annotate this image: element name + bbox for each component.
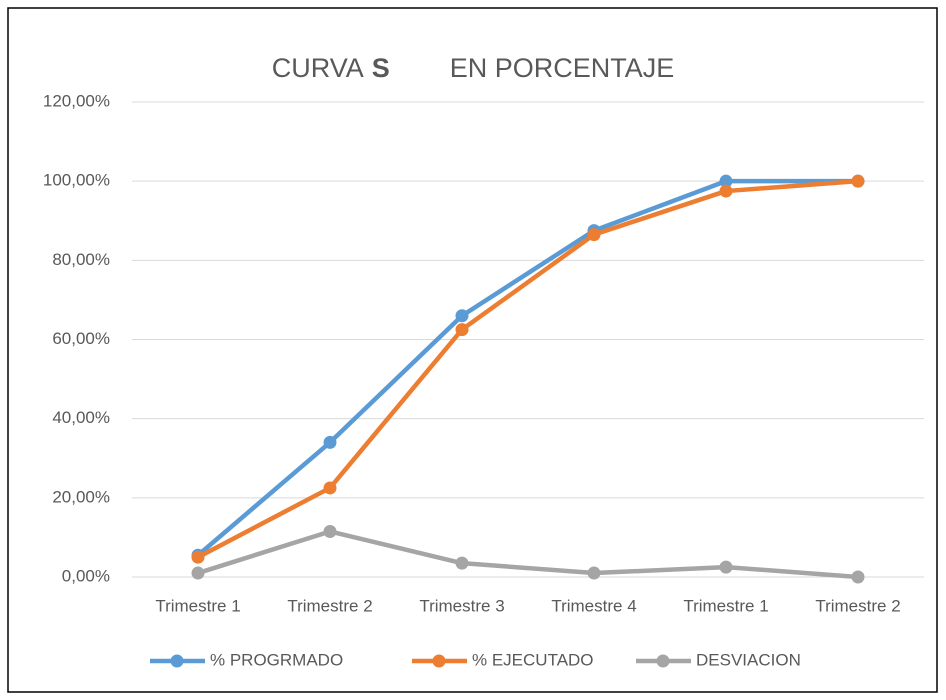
- y-tick-label: 80,00%: [52, 250, 110, 269]
- data-point: [587, 566, 601, 580]
- series-line: [196, 178, 859, 560]
- data-point: [851, 174, 865, 188]
- x-tick-label: Trimestre 1: [155, 596, 240, 615]
- x-tick-label: Trimestre 2: [287, 596, 372, 615]
- legend-label: % PROGRMADO: [210, 650, 343, 669]
- series-line: [196, 178, 858, 557]
- data-point: [851, 570, 865, 584]
- data-point: [455, 323, 469, 337]
- title-part: EN PORCENTAJE: [450, 53, 675, 83]
- legend-label: DESVIACION: [696, 650, 801, 669]
- x-tick-label: Trimestre 4: [551, 596, 636, 615]
- title-part: CURVA: [272, 53, 364, 83]
- data-point: [587, 228, 601, 242]
- y-tick-label: 0,00%: [62, 566, 110, 585]
- title-part: S: [372, 53, 390, 83]
- data-point: [191, 550, 205, 564]
- chart-title: CURVA S EN PORCENTAJE: [272, 53, 675, 83]
- data-point: [191, 566, 205, 580]
- y-tick-label: 20,00%: [52, 487, 110, 506]
- y-tick-label: 40,00%: [52, 408, 110, 427]
- x-tick-label: Trimestre 1: [683, 596, 768, 615]
- y-tick-label: 120,00%: [43, 91, 110, 110]
- data-point: [719, 184, 733, 198]
- data-point: [719, 174, 733, 188]
- series-line: [197, 529, 859, 580]
- data-point: [323, 481, 337, 495]
- data-point: [719, 560, 733, 574]
- data-point: [455, 309, 469, 323]
- legend-label: % EJECUTADO: [472, 650, 594, 669]
- data-point: [323, 435, 337, 449]
- legend-marker: [432, 654, 446, 668]
- y-tick-label: 60,00%: [52, 329, 110, 348]
- chart-border: [7, 7, 938, 693]
- x-tick-label: Trimestre 2: [815, 596, 900, 615]
- data-point: [323, 524, 337, 538]
- legend-marker: [656, 654, 670, 668]
- legend-marker: [170, 654, 184, 668]
- data-point: [455, 556, 469, 570]
- x-tick-label: Trimestre 3: [419, 596, 504, 615]
- y-tick-label: 100,00%: [43, 171, 110, 190]
